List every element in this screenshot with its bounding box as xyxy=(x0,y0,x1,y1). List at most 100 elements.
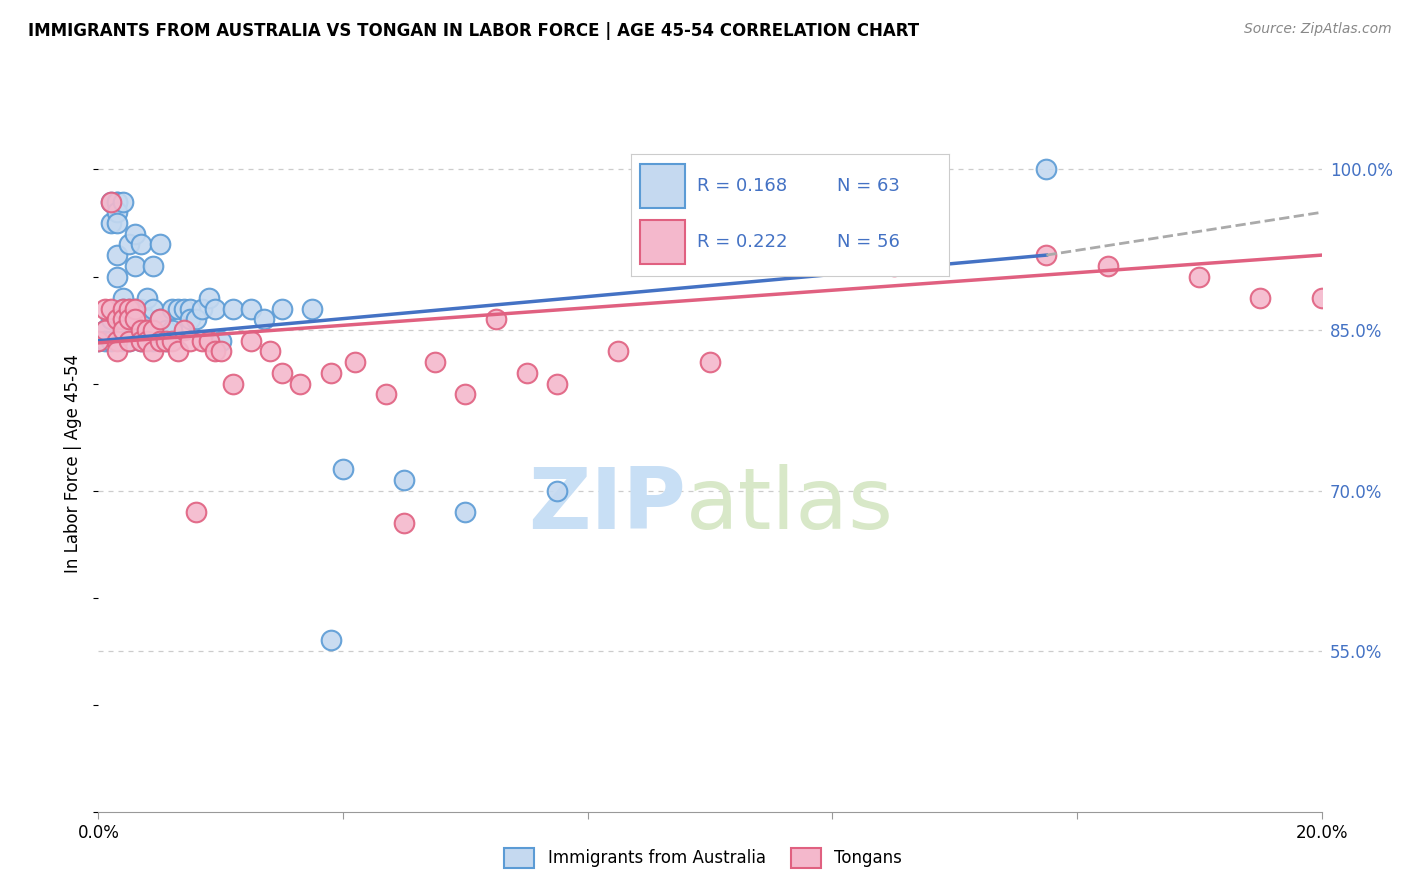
Point xyxy=(1097,259,1119,273)
Point xyxy=(118,312,141,326)
Point xyxy=(191,301,214,316)
Point xyxy=(100,334,122,348)
Point xyxy=(301,301,323,316)
Point xyxy=(240,301,263,316)
Point xyxy=(197,334,219,348)
Point xyxy=(197,291,219,305)
Point xyxy=(124,312,146,326)
Point xyxy=(105,248,128,262)
Point xyxy=(160,323,183,337)
Point xyxy=(105,269,128,284)
Point xyxy=(160,301,183,316)
Point xyxy=(270,366,292,380)
Point xyxy=(124,323,146,337)
Point xyxy=(100,301,122,316)
Point xyxy=(142,334,165,348)
Point xyxy=(124,301,146,316)
FancyBboxPatch shape xyxy=(640,164,685,208)
Point xyxy=(118,334,141,348)
Point xyxy=(136,334,159,348)
Point xyxy=(100,216,122,230)
Point xyxy=(1249,291,1271,305)
Point xyxy=(118,301,141,316)
Point xyxy=(344,355,367,369)
Point xyxy=(142,344,165,359)
Point xyxy=(1035,248,1057,262)
Point xyxy=(149,312,172,326)
Point xyxy=(883,184,905,198)
Point xyxy=(392,516,416,530)
Point xyxy=(93,301,115,316)
Point xyxy=(118,334,141,348)
Point xyxy=(270,301,292,316)
Point xyxy=(111,323,134,337)
Point xyxy=(129,334,152,348)
Point xyxy=(136,323,159,337)
Point xyxy=(129,237,152,252)
Text: Source: ZipAtlas.com: Source: ZipAtlas.com xyxy=(1244,22,1392,37)
Point xyxy=(105,312,128,326)
Y-axis label: In Labor Force | Age 45-54: In Labor Force | Age 45-54 xyxy=(65,354,83,574)
Point xyxy=(209,344,232,359)
Point xyxy=(392,473,416,487)
Point xyxy=(167,301,190,316)
Point xyxy=(179,334,201,348)
Point xyxy=(222,301,245,316)
Point xyxy=(155,323,177,337)
Point xyxy=(87,334,110,348)
Point xyxy=(607,344,630,359)
Point xyxy=(136,291,159,305)
Point xyxy=(142,301,165,316)
Point xyxy=(155,334,177,348)
Point xyxy=(259,344,281,359)
Point xyxy=(124,301,146,316)
Point xyxy=(319,633,342,648)
Text: atlas: atlas xyxy=(686,464,894,547)
Point xyxy=(149,312,172,326)
Text: IMMIGRANTS FROM AUSTRALIA VS TONGAN IN LABOR FORCE | AGE 45-54 CORRELATION CHART: IMMIGRANTS FROM AUSTRALIA VS TONGAN IN L… xyxy=(28,22,920,40)
Point xyxy=(179,312,201,326)
Point xyxy=(149,237,172,252)
Point xyxy=(111,323,134,337)
Point xyxy=(883,259,905,273)
Point xyxy=(93,334,115,348)
Point xyxy=(186,312,208,326)
Point xyxy=(105,194,128,209)
Point xyxy=(142,259,165,273)
Point xyxy=(105,216,128,230)
Point xyxy=(93,323,115,337)
Point xyxy=(129,334,152,348)
Point xyxy=(142,323,165,337)
Point xyxy=(1035,162,1057,177)
Point xyxy=(105,205,128,219)
Point xyxy=(124,227,146,241)
Point xyxy=(240,334,263,348)
Text: R = 0.168: R = 0.168 xyxy=(697,177,787,194)
Point xyxy=(699,355,721,369)
Text: N = 63: N = 63 xyxy=(837,177,900,194)
Point xyxy=(209,334,232,348)
Point xyxy=(546,483,568,498)
Point xyxy=(454,505,477,519)
Point xyxy=(105,344,128,359)
Point xyxy=(129,301,152,316)
Point xyxy=(179,301,201,316)
Point xyxy=(124,259,146,273)
Point xyxy=(173,323,195,337)
Point xyxy=(319,366,342,380)
Point xyxy=(290,376,312,391)
Point xyxy=(186,505,208,519)
Text: R = 0.222: R = 0.222 xyxy=(697,233,787,251)
Point xyxy=(105,194,128,209)
Point xyxy=(118,301,141,316)
Point xyxy=(111,301,134,316)
Point xyxy=(155,334,177,348)
Point xyxy=(1310,291,1333,305)
Point xyxy=(136,312,159,326)
Point xyxy=(485,312,508,326)
Point xyxy=(699,184,721,198)
Point xyxy=(87,334,110,348)
Point xyxy=(100,194,122,209)
Text: ZIP: ZIP xyxy=(527,464,686,547)
Point xyxy=(423,355,446,369)
